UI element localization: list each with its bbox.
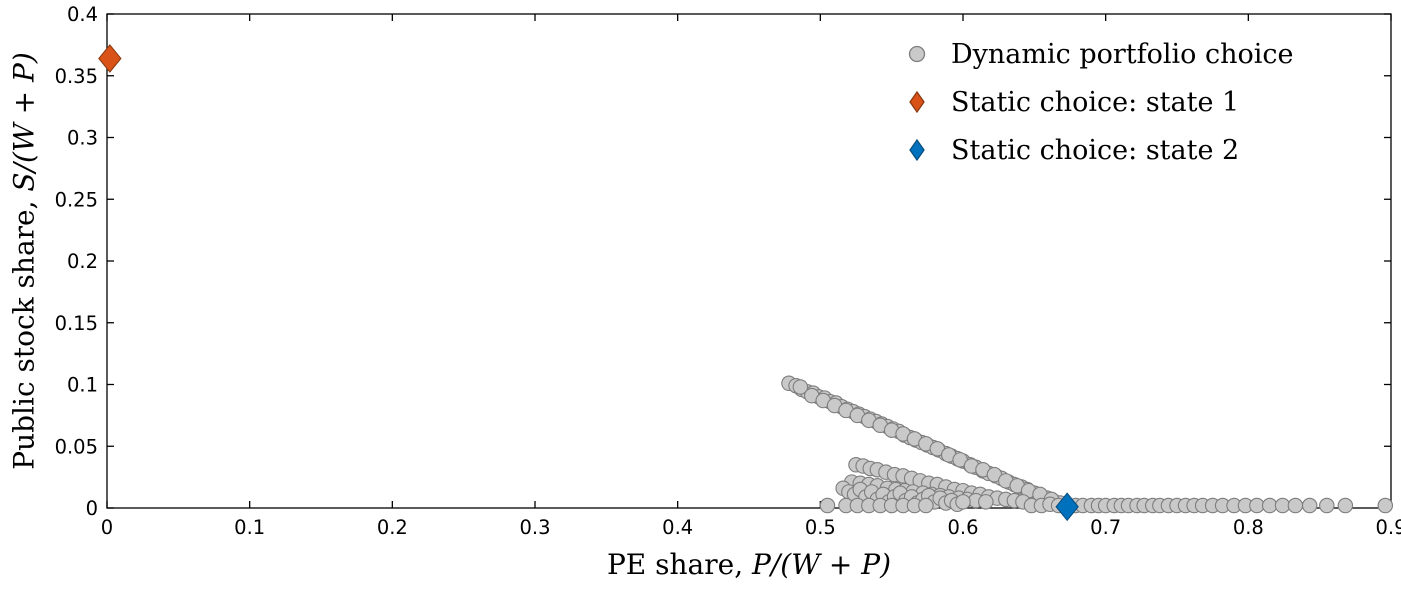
x-tick-label: 0.1	[234, 516, 265, 539]
scatter-point	[1301, 497, 1318, 514]
series-1-diamond	[98, 44, 122, 73]
legend-label-static-1: Static choice: state 1	[951, 86, 1240, 118]
x-axis-label-text: PE share,	[606, 548, 752, 581]
scatter-point	[792, 379, 809, 395]
y-tick-label: 0.25	[55, 188, 98, 211]
y-tick-label: 0.2	[67, 250, 98, 273]
y-tick-label: 0.35	[55, 65, 98, 88]
y-tick-label: 0.3	[67, 127, 98, 150]
y-tick-label: 0.1	[67, 374, 98, 397]
x-tick-label: 0.4	[662, 516, 693, 539]
legend-label-dynamic: Dynamic portfolio choice	[951, 38, 1294, 70]
legend-item-dynamic: Dynamic portfolio choice	[897, 30, 1293, 78]
x-axis-label: PE share, P/(W + P)	[107, 548, 1391, 581]
x-tick-label: 0.7	[1090, 516, 1121, 539]
x-tick-label: 0.3	[519, 516, 550, 539]
series-0-circle	[781, 375, 1394, 514]
x-axis-label-math: P/(W + P)	[752, 548, 892, 581]
y-axis-label: Public stock share, S/(W + P)	[8, 52, 41, 470]
series-2-diamond	[1055, 492, 1079, 522]
scatter-point	[1287, 497, 1304, 514]
x-tick-label: 0.5	[805, 516, 836, 539]
scatter-point	[1261, 497, 1278, 514]
x-tick-label: 0.2	[377, 516, 408, 539]
x-tick-label: 0.9	[1375, 516, 1401, 539]
legend-label-static-2: Static choice: state 2	[951, 134, 1240, 166]
x-tick-label: 0.6	[947, 516, 978, 539]
x-tick-label: 0	[101, 516, 113, 539]
blue-diamond-marker-icon	[909, 138, 925, 162]
y-axis-label-math: S/(W + P)	[7, 52, 41, 192]
legend-item-static-2: Static choice: state 2	[897, 126, 1293, 174]
orange-diamond-marker-icon	[909, 90, 925, 114]
y-tick-label: 0	[86, 497, 98, 520]
scatter-point	[819, 497, 836, 514]
x-tick-label: 0.8	[1233, 516, 1264, 539]
scatter-diamond	[98, 44, 122, 73]
scatter-point	[1319, 497, 1335, 514]
scatter-point	[1249, 497, 1265, 514]
y-tick-label: 0.05	[55, 435, 98, 458]
gray-circle-marker-icon	[908, 45, 926, 63]
y-axis-label-text: Public stock share,	[7, 191, 41, 470]
tick-labels: 0 0.1 0.2 0.3 0.4 0.5 0.6 0.7 0.8 0.9 0 0.05 0.1 0.15…	[55, 3, 1401, 539]
scatter-point	[918, 497, 934, 514]
legend-item-static-1: Static choice: state 1	[897, 78, 1293, 126]
scatter-diamond	[1055, 492, 1079, 522]
scatter-point	[978, 494, 994, 510]
scatter-point	[1337, 497, 1354, 514]
scatter-point	[1274, 497, 1291, 514]
y-tick-label: 0.15	[55, 312, 98, 335]
y-tick-label: 0.4	[67, 3, 98, 26]
legend: Dynamic portfolio choice Static choice: …	[897, 30, 1293, 174]
scatter-point	[955, 494, 971, 510]
scatter-point	[1377, 497, 1394, 514]
